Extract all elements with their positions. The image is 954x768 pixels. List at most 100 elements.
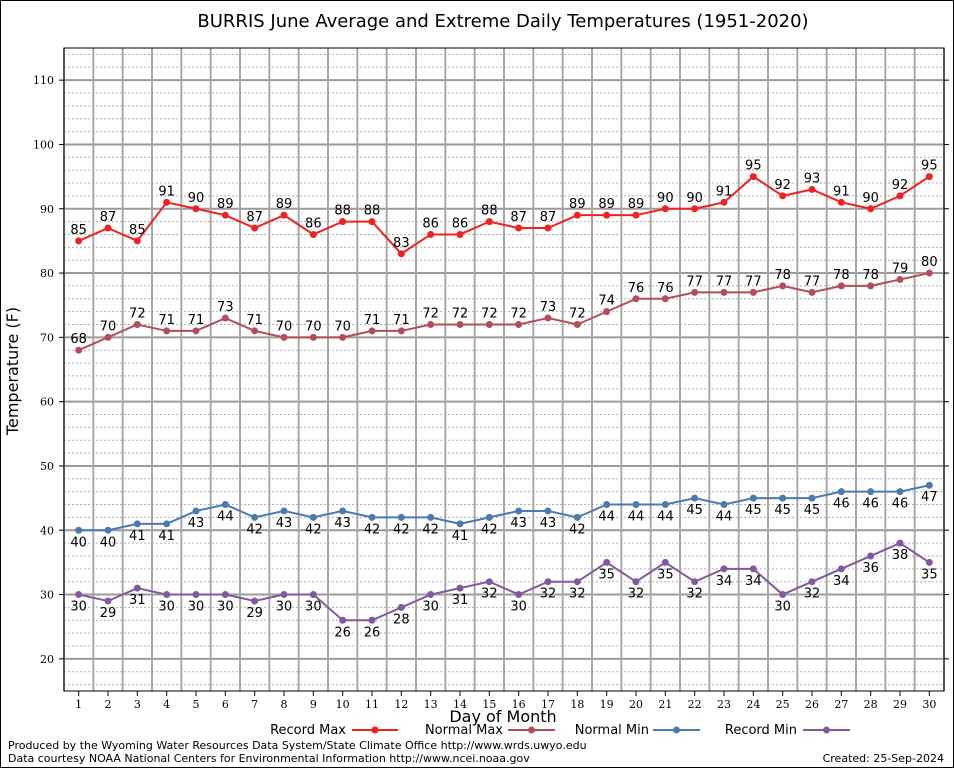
data-point: [456, 230, 464, 238]
data-label: 30: [774, 600, 791, 615]
data-point: [133, 584, 141, 592]
data-label: 40: [100, 535, 117, 550]
data-label: 35: [657, 567, 674, 582]
data-label: 87: [540, 210, 557, 225]
data-point: [691, 494, 699, 502]
data-point: [251, 224, 259, 232]
data-label: 41: [129, 529, 146, 544]
data-point: [280, 591, 288, 599]
data-point: [339, 616, 347, 624]
data-point: [515, 591, 523, 599]
data-label: 71: [158, 313, 175, 328]
data-label: 44: [657, 510, 674, 525]
data-point: [368, 218, 376, 226]
x-tick-label: 22: [688, 698, 702, 711]
series-layer: 85 87 85 91 90 89 87 89 86 88 88 83 86 86 88 87 87 89 89 89…: [70, 159, 937, 641]
data-point: [896, 488, 904, 496]
legend-item-normal-max: Normal Max: [425, 723, 555, 738]
data-label: 42: [422, 522, 439, 537]
data-label: 34: [833, 574, 850, 589]
data-point: [427, 513, 435, 521]
legend-item-record-min: Record Min: [725, 723, 850, 738]
data-point: [720, 501, 728, 509]
data-label: 70: [100, 319, 117, 334]
x-tick-label: 8: [281, 698, 288, 711]
data-label: 93: [804, 171, 821, 186]
data-point: [603, 211, 611, 219]
data-label: 40: [70, 535, 87, 550]
data-label: 72: [452, 306, 469, 321]
y-tick-label: 110: [33, 74, 54, 87]
data-label: 41: [158, 529, 175, 544]
data-point: [749, 565, 757, 573]
data-label: 72: [481, 306, 498, 321]
data-label: 87: [246, 210, 263, 225]
data-point: [573, 513, 581, 521]
data-point: [720, 565, 728, 573]
data-label: 42: [481, 522, 498, 537]
data-point: [896, 192, 904, 200]
data-label: 88: [481, 204, 498, 219]
data-point: [309, 333, 317, 341]
data-point: [163, 520, 171, 528]
data-point: [867, 282, 875, 290]
series-record-max: 85 87 85 91 90 89 87 89 86 88 88 83 86 86 88 87 87 89 89 89…: [70, 159, 938, 258]
data-label: 72: [510, 306, 527, 321]
data-point: [192, 327, 200, 335]
data-label: 43: [510, 516, 527, 531]
data-point: [104, 224, 112, 232]
data-point: [544, 224, 552, 232]
data-label: 29: [246, 606, 263, 621]
data-label: 91: [833, 184, 850, 199]
x-tick-label: 7: [251, 698, 258, 711]
data-point: [251, 327, 259, 335]
series-line: [78, 175, 930, 256]
data-point: [867, 205, 875, 213]
data-point: [691, 578, 699, 586]
data-point: [779, 192, 787, 200]
data-point: [691, 288, 699, 296]
data-point: [661, 501, 669, 509]
data-point: [456, 584, 464, 592]
data-point: [515, 224, 523, 232]
data-point: [515, 507, 523, 515]
data-label: 46: [833, 497, 850, 512]
data-label: 42: [305, 522, 322, 537]
data-point: [75, 591, 83, 599]
data-point: [397, 513, 405, 521]
data-point: [192, 591, 200, 599]
data-point: [837, 282, 845, 290]
data-label: 73: [217, 300, 234, 315]
data-label: 71: [364, 313, 381, 328]
x-axis-title: Day of Month: [449, 707, 556, 726]
data-point: [339, 333, 347, 341]
x-tick-label: 27: [834, 698, 848, 711]
data-label: 88: [334, 204, 351, 219]
x-tick-label: 2: [105, 698, 112, 711]
legend-label: Normal Max: [425, 723, 503, 738]
y-tick-label: 70: [40, 331, 54, 344]
data-label: 92: [774, 178, 791, 193]
data-label: 34: [745, 574, 762, 589]
data-label: 31: [452, 593, 469, 608]
data-point: [661, 205, 669, 213]
x-tick-label: 26: [805, 698, 819, 711]
data-point: [896, 275, 904, 283]
y-axis-title: Temperature (F): [3, 307, 22, 436]
data-label: 77: [686, 274, 703, 289]
data-point: [104, 333, 112, 341]
data-point: [163, 327, 171, 335]
data-point: [808, 185, 816, 193]
data-label: 77: [804, 274, 821, 289]
data-point: [192, 205, 200, 213]
x-tick-label: 1: [75, 698, 82, 711]
y-tick-label: 60: [40, 396, 54, 409]
data-point: [397, 250, 405, 258]
legend-item-record-max: Record Max: [270, 723, 398, 738]
data-label: 44: [598, 510, 615, 525]
data-label: 83: [393, 236, 410, 251]
footer-created: Created: 25-Sep-2024: [823, 752, 944, 765]
x-tick-label: 24: [746, 698, 760, 711]
data-label: 31: [129, 593, 146, 608]
